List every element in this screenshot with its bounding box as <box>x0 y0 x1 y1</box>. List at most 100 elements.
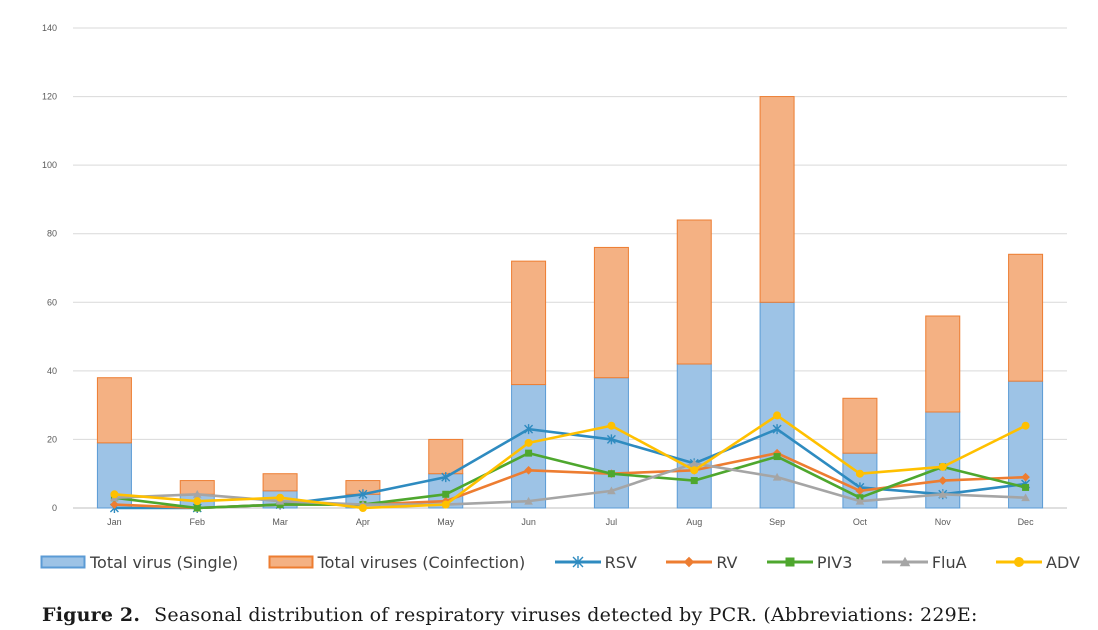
point-rv <box>938 476 948 485</box>
point-piv3 <box>690 477 698 485</box>
y-tick-label: 80 <box>47 229 57 239</box>
caption-label: Figure 2. <box>42 604 141 626</box>
legend-label: PIV3 <box>816 552 853 572</box>
legend: Total virus (Single) Total viruses (Coinf… <box>40 548 1080 576</box>
point-adv <box>358 504 367 512</box>
point-flua <box>772 472 782 481</box>
x-tick-label: Aug <box>686 517 702 527</box>
bar-coinfection <box>593 246 629 379</box>
legend-swatch <box>554 556 601 568</box>
line-adv <box>114 414 1027 510</box>
chart: 0 20 40 60 80 100 120 140 Jan Feb Mar Apr May Jun Jul… <box>42 23 1067 527</box>
bar-coinfection <box>759 96 795 303</box>
point-piv3 <box>1022 483 1030 491</box>
bar-coinfection <box>676 219 712 365</box>
legend-swatch-marker <box>785 557 795 567</box>
point-adv <box>690 466 699 475</box>
bar-coinfection <box>96 377 132 444</box>
point-adv <box>938 462 947 471</box>
x-tick-label: Apr <box>356 517 370 527</box>
x-tick-label: Feb <box>189 517 205 527</box>
legend-rsv: RSV <box>554 553 637 572</box>
point-rsv <box>606 434 616 445</box>
bar-coinfection <box>842 397 878 454</box>
point-rsv <box>358 489 368 500</box>
point-piv3 <box>193 504 201 512</box>
legend-swatch-marker <box>572 556 584 568</box>
line-piv3 <box>114 451 1026 510</box>
point-adv <box>773 411 782 420</box>
legend-swatch <box>40 555 86 569</box>
point-flua <box>607 486 616 495</box>
point-piv3 <box>773 453 781 461</box>
line-flua <box>114 462 1026 506</box>
x-axis-ticks: Jan Feb Mar Apr May Jun Jul Aug Sep Oct Nov Dec <box>107 517 1034 527</box>
x-tick-label: Jul <box>606 517 618 527</box>
legend-swatch-rect <box>268 555 314 569</box>
x-tick-label: May <box>437 517 455 527</box>
x-tick-label: Sep <box>769 517 785 527</box>
legend-swatch-marker <box>684 556 695 568</box>
y-tick-label: 40 <box>47 366 57 376</box>
figure-caption: Figure 2. Seasonal distribution of respir… <box>42 604 1072 626</box>
point-adv <box>110 490 119 499</box>
x-tick-label: Nov <box>935 517 952 527</box>
legend-label: Total viruses (Coinfection) <box>317 552 526 572</box>
point-flua <box>524 496 533 505</box>
x-tick-label: Mar <box>272 517 288 527</box>
y-tick-label: 140 <box>42 23 57 33</box>
point-piv3 <box>442 490 450 498</box>
y-axis-ticks: 0 20 40 60 80 100 120 140 <box>42 23 57 513</box>
legend-swatch-marker <box>1014 557 1024 567</box>
point-rv <box>110 500 119 509</box>
y-tick-label: 60 <box>47 297 57 307</box>
legend-swatch-rect <box>40 555 86 569</box>
point-flua <box>938 489 948 498</box>
point-rv <box>855 486 865 496</box>
point-piv3 <box>525 449 533 457</box>
y-tick-label: 20 <box>47 434 57 444</box>
y-tick-label: 100 <box>42 160 57 170</box>
point-rsv <box>772 424 782 435</box>
x-tick-label: Jun <box>521 517 536 527</box>
x-tick-label: Jan <box>107 517 122 527</box>
bar-coinfection <box>428 438 464 475</box>
point-adv <box>1021 421 1030 430</box>
y-tick-label: 0 <box>52 503 57 513</box>
point-adv <box>607 421 616 430</box>
point-flua <box>855 496 865 505</box>
x-tick-label: Oct <box>853 517 868 527</box>
bar-coinfection <box>262 473 298 492</box>
point-adv <box>193 497 202 506</box>
point-rsv <box>441 472 451 483</box>
legend-single: Total virus (Single) <box>40 553 238 572</box>
legend-swatch <box>666 556 713 568</box>
point-adv <box>276 493 285 502</box>
point-flua <box>689 459 699 467</box>
point-flua <box>192 489 202 498</box>
legend-adv: ADV <box>996 553 1080 572</box>
bar-coinfection <box>1008 253 1044 382</box>
legend-coinfection: Total viruses (Coinfection) <box>268 552 526 572</box>
caption-text: Seasonal distribution of respiratory vir… <box>154 604 978 626</box>
point-adv <box>524 438 533 447</box>
legend-swatch <box>996 557 1042 567</box>
point-adv <box>855 469 864 478</box>
legend-swatch <box>881 556 928 567</box>
legend-rv: RV <box>666 552 738 572</box>
line-series <box>109 411 1031 513</box>
legend-label: ADV <box>1046 552 1080 572</box>
point-flua <box>1021 493 1030 502</box>
legend-label: FluA <box>931 552 967 572</box>
legend-swatch-marker <box>899 556 911 567</box>
legend-label: RV <box>716 552 738 572</box>
legend-piv3: PIV3 <box>766 552 853 572</box>
legend-swatch <box>268 555 314 569</box>
bar-coinfection <box>925 315 961 413</box>
x-tick-label: Dec <box>1018 517 1035 527</box>
legend-swatch <box>766 557 813 567</box>
point-piv3 <box>607 470 615 478</box>
point-rsv <box>524 424 534 435</box>
bar-single <box>676 363 712 509</box>
legend-flua: FluA <box>881 552 967 572</box>
